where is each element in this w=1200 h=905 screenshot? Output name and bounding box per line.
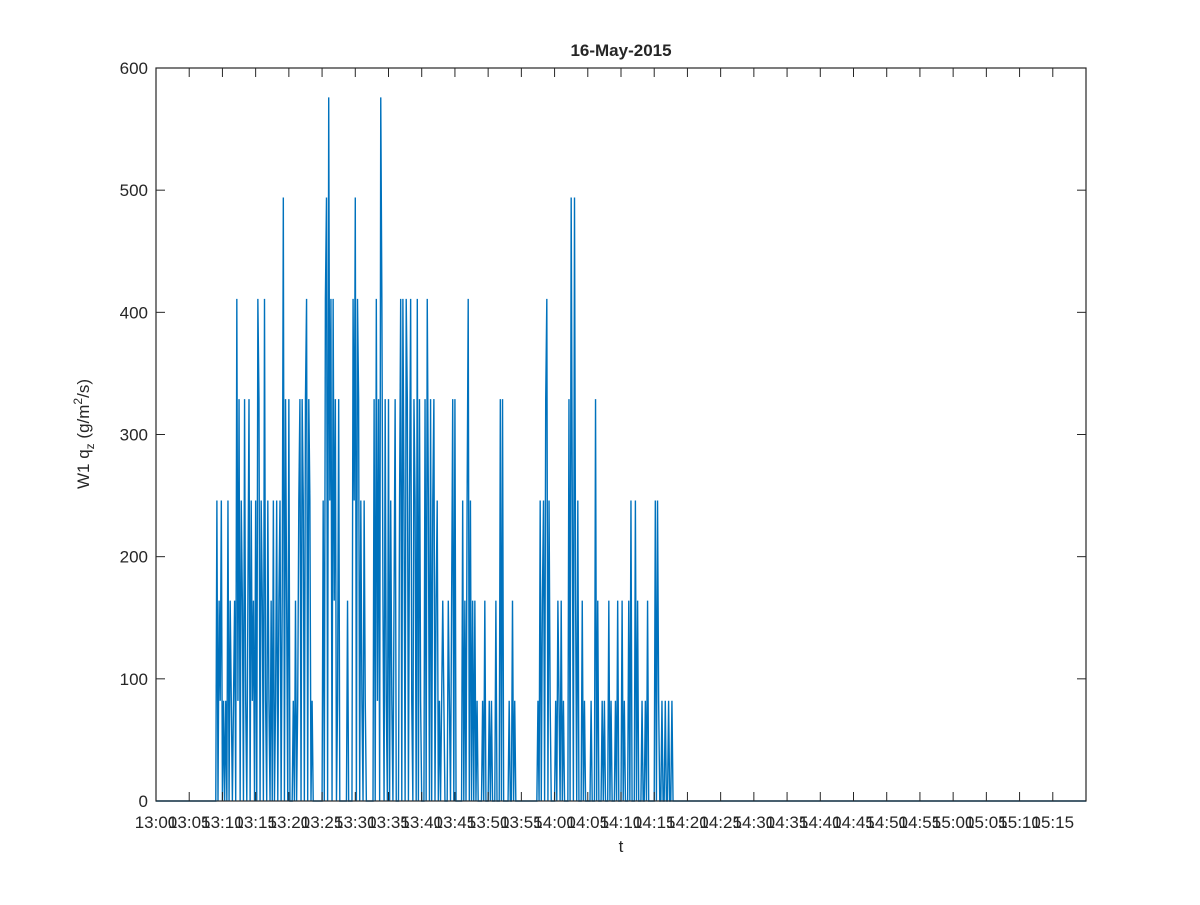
x-tick-label: 14:45 xyxy=(832,813,875,832)
y-axis-label-unit-end: /s) xyxy=(74,379,93,398)
x-tick-label: 15:05 xyxy=(965,813,1008,832)
x-tick-label: 14:35 xyxy=(766,813,809,832)
y-tick-label: 300 xyxy=(120,426,148,445)
series-layer xyxy=(156,97,1086,802)
x-tick-label: 14:40 xyxy=(799,813,842,832)
x-tick-label: 14:55 xyxy=(899,813,942,832)
x-tick-label: 15:10 xyxy=(998,813,1041,832)
x-tick-label: 15:15 xyxy=(1032,813,1075,832)
x-tick-label: 14:25 xyxy=(699,813,742,832)
x-axis-label: t xyxy=(619,837,624,856)
x-tick-label: 14:20 xyxy=(666,813,709,832)
y-axis-label-subscript: z xyxy=(83,443,97,449)
x-tick-label: 14:05 xyxy=(567,813,610,832)
y-tick-label: 600 xyxy=(120,59,148,78)
x-tick-label: 13:35 xyxy=(367,813,410,832)
y-tick-label: 500 xyxy=(120,181,148,200)
y-tick-label: 100 xyxy=(120,670,148,689)
x-tick-label: 14:30 xyxy=(733,813,776,832)
y-tick-label: 400 xyxy=(120,303,148,322)
x-tick-label: 14:00 xyxy=(533,813,576,832)
x-tick-label: 13:10 xyxy=(201,813,244,832)
y-axis-label: W1 qz (g/m2/s) xyxy=(71,379,97,489)
x-tick-label: 13:00 xyxy=(135,813,178,832)
x-tick-label: 13:50 xyxy=(467,813,510,832)
y-axis: 0 100 200 300 400 500 600 xyxy=(120,59,1086,811)
y-axis-label-unit-start: (g/m xyxy=(74,405,93,444)
x-tick-label: 13:20 xyxy=(268,813,311,832)
x-tick-label: 13:45 xyxy=(434,813,477,832)
x-tick-label: 14:10 xyxy=(600,813,643,832)
x-tick-label: 13:25 xyxy=(301,813,344,832)
x-tick-label: 13:15 xyxy=(234,813,277,832)
x-tick-label: 14:15 xyxy=(633,813,676,832)
chart-title: 16-May-2015 xyxy=(570,41,671,60)
x-tick-label: 13:30 xyxy=(334,813,377,832)
x-tick-label: 13:55 xyxy=(500,813,543,832)
x-axis: 13:0013:0513:1013:1513:2013:2513:3013:35… xyxy=(135,68,1074,832)
series-line-0 xyxy=(156,97,1086,802)
y-axis-label-superscript: 2 xyxy=(71,398,85,405)
y-axis-label-prefix: W1 q xyxy=(74,449,93,489)
x-tick-label: 15:00 xyxy=(932,813,975,832)
x-tick-label: 14:50 xyxy=(865,813,908,832)
y-tick-label: 200 xyxy=(120,548,148,567)
x-tick-label: 13:05 xyxy=(168,813,211,832)
x-tick-label: 13:40 xyxy=(400,813,443,832)
y-tick-label: 0 xyxy=(139,792,148,811)
